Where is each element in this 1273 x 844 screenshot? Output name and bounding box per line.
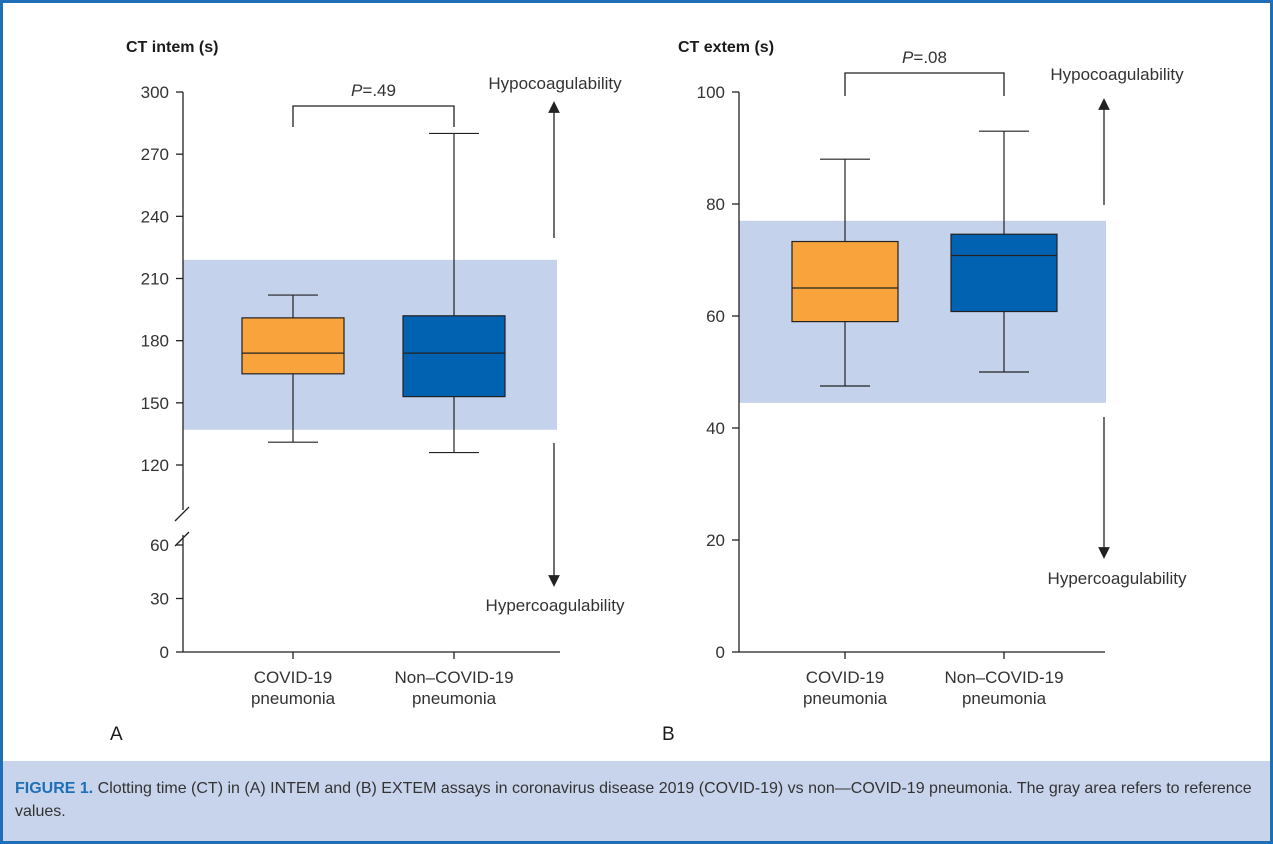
- category-label-line: COVID-19: [254, 668, 332, 687]
- box-non-covid: [950, 233, 1058, 313]
- y-tick-label: 60: [706, 307, 725, 326]
- box-covid: [241, 317, 345, 375]
- y-tick-label: 150: [141, 394, 169, 413]
- category-label: COVID-19 pneumonia: [251, 668, 336, 708]
- axis-break-mark: [174, 506, 190, 522]
- axis-break-mark: [174, 531, 190, 547]
- y-tick-label: 0: [716, 643, 725, 662]
- hypercoagulability-label: Hypercoagulability: [486, 596, 625, 615]
- caption-label: FIGURE 1.: [15, 780, 94, 797]
- panel-label: B: [662, 724, 675, 745]
- y-tick-label: 30: [150, 590, 169, 609]
- y-tick-label: 60: [150, 536, 169, 555]
- y-tick-label: 40: [706, 419, 725, 438]
- y-tick-label: 180: [141, 332, 169, 351]
- caption-text: Clotting time (CT) in (A) INTEM and (B) …: [15, 780, 1252, 820]
- y-axis-title: CT extem (s): [678, 39, 774, 56]
- p-value-label: P=.49: [351, 81, 396, 100]
- p-value-letter: P: [351, 81, 363, 100]
- y-axis-title: CT intem (s): [126, 39, 218, 56]
- y-tick-label: 270: [141, 145, 169, 164]
- category-label: Non–COVID-19 pneumonia: [944, 668, 1063, 708]
- y-tick-label: 120: [141, 456, 169, 475]
- y-tick-label: 20: [706, 531, 725, 550]
- y-tick-label: 0: [160, 643, 169, 662]
- hypocoagulability-label: Hypocoagulability: [1050, 65, 1184, 84]
- figure-caption: FIGURE 1. Clotting time (CT) in (A) INTE…: [3, 761, 1270, 841]
- box-non-covid: [402, 315, 506, 398]
- figure-charts: 0 30 60 120 150 180 210 240 270 300 COVID-19 pneumo…: [110, 39, 1187, 745]
- significance-bracket: [292, 105, 455, 127]
- category-label: Non–COVID-19 pneumonia: [394, 668, 513, 708]
- p-value-number: =.49: [362, 81, 396, 100]
- y-tick-label: 100: [697, 83, 725, 102]
- chart-panel-a: 0 30 60 120 150 180 210 240 270 300 COVID-19 pneumo…: [110, 39, 625, 745]
- category-label-line: Non–COVID-19: [394, 668, 513, 687]
- category-label-line: pneumonia: [962, 689, 1047, 708]
- category-label-line: COVID-19: [806, 668, 884, 687]
- category-label-line: pneumonia: [251, 689, 336, 708]
- category-label: COVID-19 pneumonia: [803, 668, 888, 708]
- box-covid: [791, 240, 899, 323]
- p-value-label: P=.08: [902, 48, 947, 67]
- hypercoagulability-label: Hypercoagulability: [1048, 569, 1187, 588]
- y-tick-label: 80: [706, 195, 725, 214]
- category-label-line: pneumonia: [803, 689, 888, 708]
- hypocoagulability-label: Hypocoagulability: [488, 74, 622, 93]
- p-value-letter: P: [902, 48, 914, 67]
- y-tick-label: 240: [141, 207, 169, 226]
- panel-label: A: [110, 724, 123, 745]
- y-tick-label: 210: [141, 270, 169, 289]
- category-label-line: pneumonia: [412, 689, 497, 708]
- category-label-line: Non–COVID-19: [944, 668, 1063, 687]
- y-tick-label: 300: [141, 83, 169, 102]
- p-value-number: =.08: [913, 48, 947, 67]
- significance-bracket: [844, 72, 1005, 96]
